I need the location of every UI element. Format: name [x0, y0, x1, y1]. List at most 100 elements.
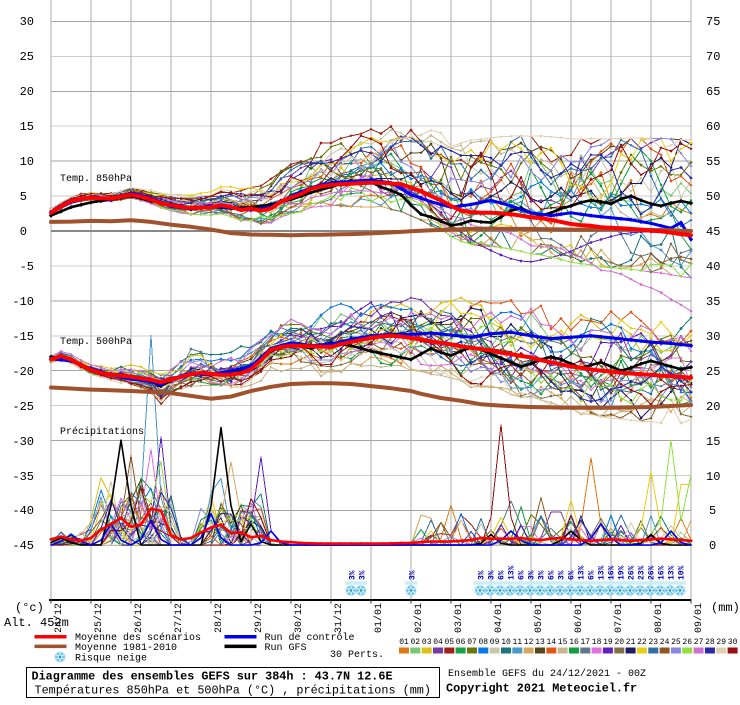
svg-text:10%: 10%	[678, 565, 687, 580]
svg-text:31/12: 31/12	[333, 603, 345, 633]
svg-text:21: 21	[626, 638, 636, 647]
svg-text:Copyright 2021 Meteociel.fr: Copyright 2021 Meteociel.fr	[446, 682, 637, 696]
svg-text:22: 22	[637, 638, 647, 647]
svg-text:Run de contrôle: Run de contrôle	[265, 632, 355, 644]
svg-text:45: 45	[706, 225, 720, 239]
svg-text:(°c): (°c)	[15, 601, 44, 615]
svg-text:12: 12	[524, 638, 534, 647]
svg-text:13%: 13%	[578, 565, 587, 580]
svg-text:14: 14	[546, 638, 556, 647]
svg-text:Diagramme des ensembles GEFS s: Diagramme des ensembles GEFS sur 384h : …	[32, 670, 393, 684]
svg-text:5: 5	[20, 190, 27, 204]
svg-text:15: 15	[20, 120, 34, 134]
svg-text:6%: 6%	[588, 570, 597, 580]
svg-text:26: 26	[682, 638, 692, 647]
svg-text:3%: 3%	[478, 570, 487, 580]
svg-text:08/01: 08/01	[653, 603, 665, 633]
svg-text:55: 55	[706, 155, 720, 169]
svg-text:3%: 3%	[359, 570, 368, 580]
svg-text:03: 03	[422, 638, 432, 647]
svg-text:-40: -40	[12, 504, 34, 518]
svg-text:Temp. 850hPa: Temp. 850hPa	[60, 173, 132, 185]
svg-text:50: 50	[706, 190, 720, 204]
svg-text:3%: 3%	[409, 570, 418, 580]
svg-text:13: 13	[535, 638, 545, 647]
svg-text:60: 60	[706, 120, 720, 134]
svg-text:20: 20	[20, 85, 34, 99]
svg-text:23%: 23%	[638, 565, 647, 580]
svg-text:3%: 3%	[528, 570, 537, 580]
svg-text:-15: -15	[12, 330, 34, 344]
svg-text:17: 17	[580, 638, 590, 647]
svg-text:20: 20	[614, 638, 624, 647]
svg-text:6%: 6%	[518, 570, 527, 580]
svg-text:13%: 13%	[508, 565, 517, 580]
svg-text:16%: 16%	[608, 565, 617, 580]
svg-text:-5: -5	[20, 260, 34, 274]
svg-text:6%: 6%	[548, 570, 557, 580]
svg-text:-25: -25	[12, 400, 34, 414]
svg-text:03/01: 03/01	[453, 603, 465, 633]
svg-text:-35: -35	[12, 470, 34, 484]
svg-text:Moyenne 1981-2010: Moyenne 1981-2010	[75, 643, 177, 654]
svg-text:28/12: 28/12	[213, 603, 225, 633]
svg-text:04: 04	[433, 638, 443, 647]
svg-text:16%: 16%	[658, 565, 667, 580]
svg-text:-20: -20	[12, 365, 34, 379]
svg-text:24/12: 24/12	[53, 603, 65, 633]
svg-text:Ensemble GEFS du 24/12/2021 -: Ensemble GEFS du 24/12/2021 - 00Z	[448, 668, 646, 680]
svg-text:16: 16	[569, 638, 579, 647]
svg-text:3%: 3%	[558, 570, 567, 580]
svg-text:3%: 3%	[488, 570, 497, 580]
svg-text:Précipitations: Précipitations	[60, 426, 144, 438]
svg-text:04/01: 04/01	[493, 603, 505, 633]
svg-text:05/01: 05/01	[533, 603, 545, 633]
svg-text:06: 06	[456, 638, 466, 647]
svg-text:27: 27	[694, 638, 704, 647]
svg-text:01/01: 01/01	[373, 603, 385, 633]
svg-text:19: 19	[603, 638, 613, 647]
svg-text:26/12: 26/12	[133, 603, 145, 633]
svg-text:28: 28	[705, 638, 715, 647]
svg-text:-30: -30	[12, 435, 34, 449]
svg-text:15: 15	[558, 638, 568, 647]
svg-text:0: 0	[709, 539, 716, 553]
svg-text:Températures 850hPa et 500hPa: Températures 850hPa et 500hPa (°C) , pré…	[35, 684, 431, 698]
svg-text:05: 05	[444, 638, 454, 647]
svg-text:30/12: 30/12	[293, 603, 305, 633]
svg-text:-10: -10	[12, 295, 34, 309]
svg-text:-45: -45	[12, 539, 34, 553]
svg-text:10: 10	[20, 155, 34, 169]
svg-text:02: 02	[410, 638, 420, 647]
svg-text:75: 75	[706, 15, 720, 29]
svg-text:0: 0	[20, 225, 27, 239]
svg-text:10: 10	[501, 638, 511, 647]
svg-text:06/01: 06/01	[573, 603, 585, 633]
svg-text:Moyenne des scénarios: Moyenne des scénarios	[75, 632, 201, 644]
svg-text:65: 65	[706, 85, 720, 99]
svg-text:30: 30	[20, 15, 34, 29]
svg-text:19%: 19%	[618, 565, 627, 580]
svg-text:09: 09	[490, 638, 500, 647]
svg-text:29/12: 29/12	[253, 603, 265, 633]
svg-text:29: 29	[716, 638, 726, 647]
svg-text:07/01: 07/01	[613, 603, 625, 633]
svg-text:15: 15	[706, 435, 720, 449]
svg-text:08: 08	[478, 638, 488, 647]
svg-text:20: 20	[706, 400, 720, 414]
svg-text:24: 24	[660, 638, 670, 647]
svg-text:13%: 13%	[598, 565, 607, 580]
svg-text:35: 35	[706, 295, 720, 309]
svg-text:13%: 13%	[668, 565, 677, 580]
svg-text:27/12: 27/12	[173, 603, 185, 633]
svg-text:70: 70	[706, 50, 720, 64]
svg-text:18: 18	[592, 638, 602, 647]
svg-text:Run GFS: Run GFS	[265, 643, 307, 654]
svg-text:09/01: 09/01	[693, 603, 705, 633]
svg-text:01: 01	[399, 638, 409, 647]
svg-text:25/12: 25/12	[93, 603, 105, 633]
svg-text:6%: 6%	[568, 570, 577, 580]
svg-text:30: 30	[706, 330, 720, 344]
svg-text:30: 30	[728, 638, 738, 647]
svg-text:40: 40	[706, 260, 720, 274]
